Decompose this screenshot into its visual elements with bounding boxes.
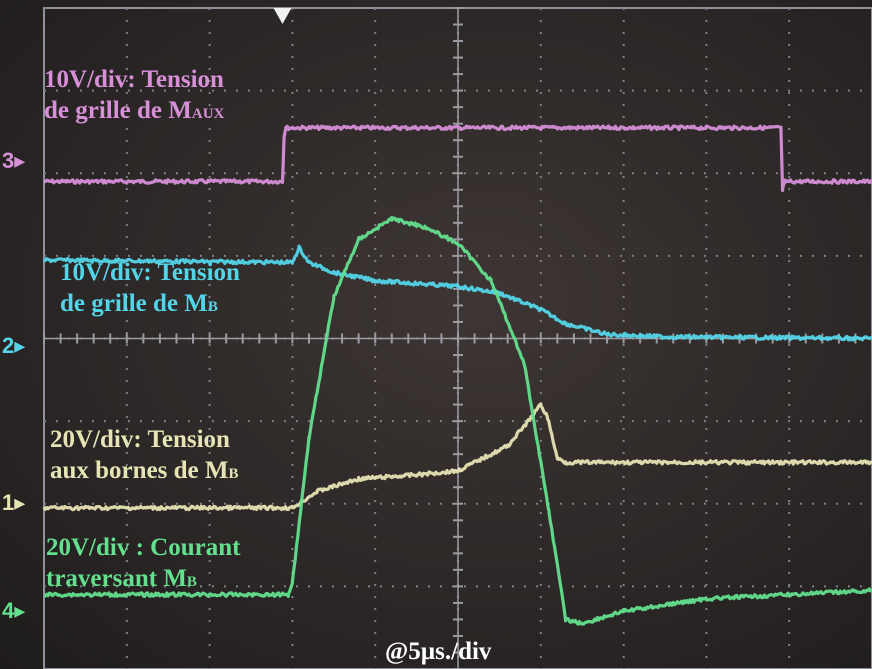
channel-2-marker-text: 2 [2,333,15,358]
channel-3-label-sub: AUX [191,106,225,122]
channel-3-marker-text: 3 [2,148,15,173]
channel-3-label: 10V/div: Tension de grille de MAUX [44,64,224,130]
channel-4-marker: 4▸ [2,598,26,623]
channel-1-marker: 1▸ [2,490,26,515]
channel-4-label: 20V/div : Courant traversant MB [46,532,240,598]
channel-3-marker: 3▸ [2,148,26,173]
channel-1-marker-text: 1 [2,490,15,515]
channel-1-label: 20V/div: Tension aux bornes de MB [50,424,239,490]
channel-3-label-line-2: de grille de M [44,97,192,124]
channel-4-label-line-2: traversant M [46,565,187,592]
channel-3-label-line-1: 10V/div: Tension [44,66,224,93]
timebase-readout: @5µs./div [385,638,492,665]
channel-4-label-line-1: 20V/div : Courant [46,534,241,561]
channel-4-label-sub: B [186,574,197,590]
channel-1-label-line-1: 20V/div: Tension [50,426,230,453]
trace-ch4 [43,215,872,626]
channel-1-label-line-2: aux bornes de M [50,457,229,484]
channel-2-label-line-1: 10V/div: Tension [60,259,240,286]
trace-ch3 [43,124,872,192]
trigger-marker [273,8,292,24]
channel-2-label: 10V/div: Tension de grille de MB [60,257,240,323]
channel-1-label-sub: B [228,466,239,482]
channel-2-label-line-2: de grille de M [60,290,208,317]
channel-4-marker-text: 4 [2,598,15,623]
channel-2-label-sub: B [207,299,218,315]
channel-2-marker: 2▸ [2,333,26,358]
trace-ch2 [42,244,872,342]
trace-ch1 [42,402,872,512]
traces [42,8,872,626]
